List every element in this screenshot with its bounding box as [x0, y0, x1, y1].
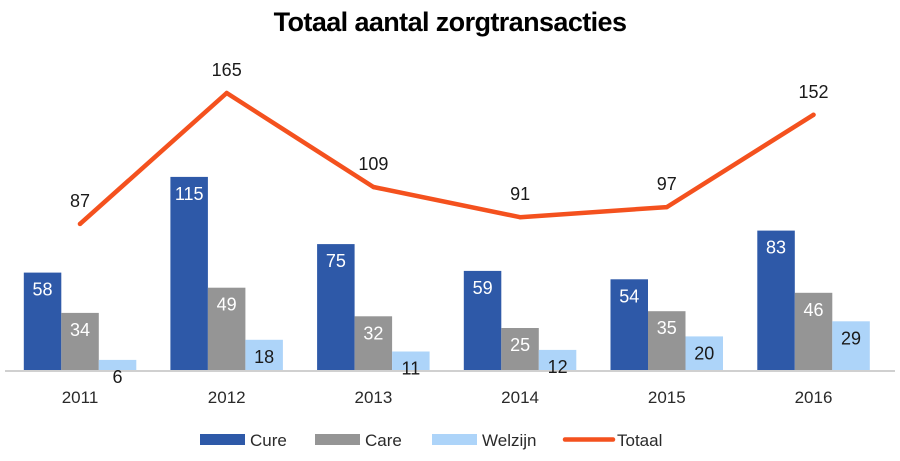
data-label-cure-2014: 59 — [473, 278, 493, 298]
bar-welzijn-2016 — [832, 321, 870, 370]
data-label-cure-2015: 54 — [619, 286, 639, 306]
legend-label-care: Care — [365, 431, 402, 450]
legend-item-welzijn: Welzijn — [432, 431, 536, 450]
data-label-totaal-2015: 97 — [657, 174, 677, 194]
bar-cure-2013 — [317, 244, 355, 370]
chart-title: Totaal aantal zorgtransacties — [274, 7, 627, 37]
bar-cure-2012 — [170, 176, 208, 370]
data-label-care-2016: 46 — [803, 300, 823, 320]
bar-welzijn-2013 — [392, 351, 430, 370]
line-point-totaal-2014 — [517, 215, 523, 220]
data-label-welzijn-2011: 6 — [112, 367, 122, 387]
bar-care-2016 — [794, 292, 833, 370]
bars-layer — [23, 176, 870, 370]
legend-item-totaal: Totaal — [562, 431, 662, 450]
data-label-totaal-2016: 152 — [798, 82, 828, 102]
legend: Cure Care Welzijn Totaal — [200, 431, 662, 450]
legend-swatch-welzijn — [432, 434, 477, 445]
data-label-totaal-2013: 109 — [358, 154, 388, 174]
line-totaal — [77, 90, 816, 227]
data-label-welzijn-2016: 29 — [841, 328, 861, 348]
bar-care-2013 — [354, 316, 393, 370]
data-label-totaal-2011: 87 — [70, 191, 90, 211]
line-point-totaal-2011 — [77, 221, 83, 227]
data-labels-layer: 58 34 6 115 49 18 75 32 11 59 25 12 54 35 20 83 46 29 87 16… — [32, 60, 861, 387]
bar-cure-2016 — [757, 230, 795, 370]
x-tick-label-2011: 2011 — [62, 388, 99, 407]
x-tick-label-2015: 2015 — [648, 388, 686, 407]
data-label-care-2011: 34 — [70, 320, 90, 340]
x-tick-labels: 2011 2012 2013 2014 2015 2016 — [62, 388, 833, 407]
bar-care-2014 — [501, 328, 539, 370]
data-label-cure-2013: 75 — [326, 251, 346, 271]
legend-swatch-cure — [200, 434, 245, 445]
x-tick-label-2012: 2012 — [208, 388, 246, 407]
data-label-care-2012: 49 — [217, 295, 237, 315]
line-point-totaal-2015 — [664, 204, 669, 210]
data-label-totaal-2014: 91 — [510, 184, 530, 204]
bar-cure-2011 — [23, 272, 62, 370]
line-layer — [77, 90, 816, 227]
bar-care-2015 — [648, 311, 686, 370]
bar-welzijn-2012 — [245, 339, 283, 370]
data-label-cure-2011: 58 — [32, 280, 52, 300]
line-point-totaal-2013 — [371, 184, 376, 190]
legend-item-cure: Cure — [200, 431, 287, 450]
x-tick-label-2013: 2013 — [354, 388, 392, 407]
data-label-welzijn-2014: 12 — [548, 357, 568, 377]
legend-label-totaal: Totaal — [617, 431, 662, 450]
bar-cure-2015 — [610, 279, 648, 370]
line-point-totaal-2012 — [224, 90, 229, 96]
data-label-welzijn-2012: 18 — [254, 347, 274, 367]
line-point-totaal-2016 — [811, 112, 816, 118]
bar-cure-2014 — [463, 270, 502, 370]
data-label-cure-2012: 115 — [175, 184, 204, 204]
bar-welzijn-2014 — [538, 349, 577, 370]
data-label-cure-2016: 83 — [766, 238, 786, 258]
x-tick-label-2016: 2016 — [795, 388, 833, 407]
x-tick-label-2014: 2014 — [501, 388, 539, 407]
bar-welzijn-2015 — [685, 336, 723, 370]
bar-care-2012 — [207, 287, 246, 370]
data-label-totaal-2012: 165 — [212, 60, 242, 80]
data-label-care-2015: 35 — [657, 318, 677, 338]
bar-welzijn-2011 — [98, 359, 137, 370]
legend-label-welzijn: Welzijn — [482, 431, 536, 450]
bar-care-2011 — [61, 312, 99, 370]
data-label-care-2013: 32 — [363, 323, 383, 343]
data-label-care-2014: 25 — [510, 335, 530, 355]
legend-label-cure: Cure — [250, 431, 287, 450]
data-label-welzijn-2015: 20 — [694, 343, 714, 363]
legend-item-care: Care — [315, 431, 402, 450]
legend-swatch-care — [315, 434, 360, 445]
data-label-welzijn-2013: 11 — [402, 359, 421, 379]
